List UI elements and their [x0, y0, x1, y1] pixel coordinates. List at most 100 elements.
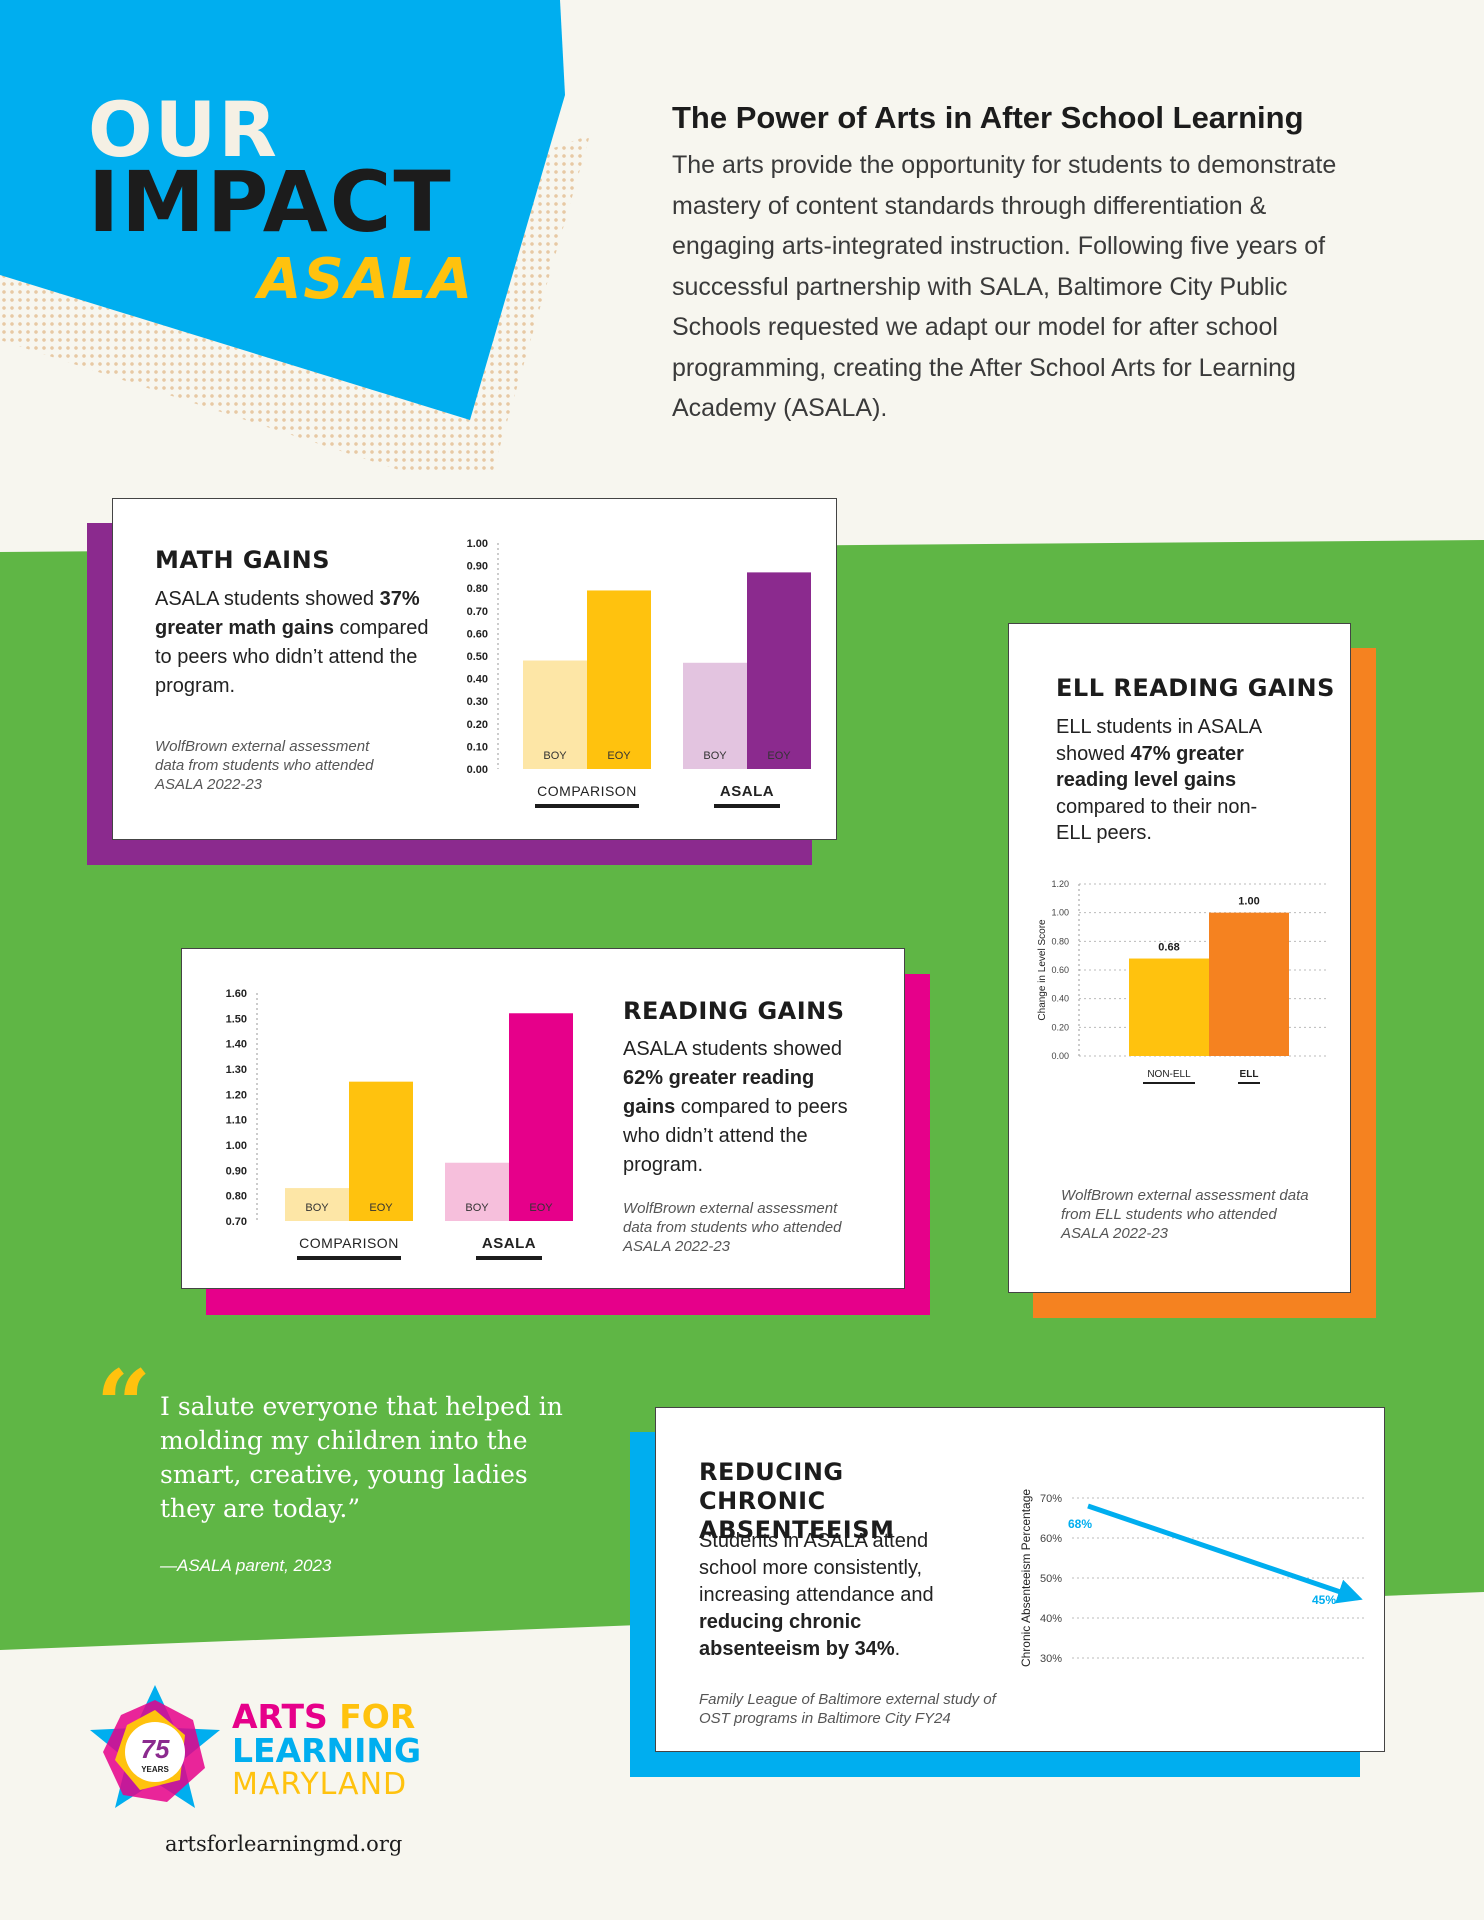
header-impact: IMPACT — [88, 153, 453, 251]
quote-text: I salute everyone that helped in molding… — [160, 1392, 563, 1523]
math-card: MATH GAINS ASALA students showed 37% gre… — [112, 498, 837, 840]
y-tick-label: 60% — [1040, 1533, 1062, 1545]
header-our: OUR — [88, 85, 279, 174]
y-tick-label: 0.60 — [1051, 965, 1069, 975]
group-label-asala: ASALA — [482, 1235, 536, 1252]
bar-asala-boy — [445, 1162, 509, 1221]
y-tick-label: 0.50 — [467, 651, 488, 663]
intro-title: The Power of Arts in After School Learni… — [672, 100, 1304, 135]
bar-label: BOY — [305, 1202, 329, 1214]
bar-label: EOY — [607, 750, 631, 762]
absent-title: REDUCING CHRONIC ABSENTEEISM — [699, 1458, 895, 1544]
bar-label: BOY — [543, 750, 567, 762]
group-underline — [535, 804, 639, 808]
y-tick-label: 0.20 — [467, 719, 488, 731]
category-label-ell: ELL — [1240, 1069, 1259, 1080]
logo-maryland: MARYLAND — [232, 1767, 408, 1802]
group-label-comparison: COMPARISON — [299, 1235, 399, 1251]
y-tick-label: 40% — [1040, 1613, 1062, 1625]
y-tick-label: 0.20 — [1051, 1022, 1069, 1032]
math-source: WolfBrown external assessment data from … — [155, 738, 374, 793]
absent-chart: 30% 40% 50% 60% 70% Chronic Absenteeism Perce… — [1019, 1489, 1366, 1667]
group-underline — [297, 1256, 401, 1260]
bar-comparison-eoy — [349, 1081, 413, 1221]
bar-comparison-boy — [523, 660, 587, 769]
y-tick-label: 0.40 — [1051, 994, 1069, 1004]
point-label-end: 45% — [1312, 1593, 1336, 1607]
quote-mark-icon: “ — [96, 1349, 152, 1462]
y-tick-label: 1.10 — [226, 1115, 247, 1127]
reading-title: READING GAINS — [623, 997, 845, 1025]
ell-card: ELL READING GAINS ELL students in ASALA … — [1008, 623, 1351, 1293]
bar-label: EOY — [529, 1202, 553, 1214]
category-underline — [1143, 1082, 1195, 1084]
bar-asala-eoy — [747, 572, 811, 769]
y-tick-label: 0.80 — [226, 1191, 247, 1203]
y-tick-label: 1.30 — [226, 1064, 247, 1076]
group-underline — [476, 1256, 542, 1260]
bar-label: EOY — [767, 750, 791, 762]
reading-body: ASALA students showed 62% greater readin… — [623, 1038, 848, 1176]
y-axis-title: Change in Level Score — [1037, 919, 1048, 1021]
group-label-comparison: COMPARISON — [537, 783, 637, 799]
group-underline — [714, 804, 780, 808]
y-tick-label: 50% — [1040, 1573, 1062, 1585]
y-tick-label: 0.80 — [1051, 936, 1069, 946]
y-tick-label: 0.80 — [467, 583, 488, 595]
y-tick-label: 0.00 — [1051, 1051, 1069, 1061]
intro-body: The arts provide the opportunity for stu… — [672, 151, 1337, 422]
y-tick-label: 0.10 — [467, 741, 488, 753]
reading-source: WolfBrown external assessment data from … — [623, 1200, 842, 1255]
absent-source: Family League of Baltimore external stud… — [699, 1691, 996, 1727]
y-tick-label: 0.30 — [467, 696, 488, 708]
y-tick-label: 1.60 — [226, 988, 247, 1000]
y-tick-label: 0.90 — [467, 561, 488, 573]
math-body: ASALA students showed 37% greater math g… — [155, 588, 429, 697]
website-link[interactable]: artsforlearningmd.org — [165, 1832, 403, 1856]
group-label-asala: ASALA — [720, 783, 774, 800]
category-label-non-ell: NON-ELL — [1147, 1069, 1191, 1080]
y-tick-label: 1.20 — [1051, 879, 1069, 889]
bar-asala-boy — [683, 662, 747, 769]
y-tick-label: 1.00 — [226, 1140, 247, 1152]
y-tick-label: 0.60 — [467, 628, 488, 640]
absent-card: REDUCING CHRONIC ABSENTEEISM Students in… — [655, 1407, 1385, 1752]
y-tick-label: 1.50 — [226, 1013, 247, 1025]
reading-chart: 0.70 0.80 0.90 1.00 1.10 1.20 1.30 1.40 1.50 1.60… — [226, 988, 573, 1260]
y-tick-label: 1.00 — [1051, 908, 1069, 918]
reading-card: 0.70 0.80 0.90 1.00 1.10 1.20 1.30 1.40 1.50 1.60… — [181, 948, 905, 1289]
bar-label: BOY — [703, 750, 727, 762]
math-chart: 0.00 0.10 0.20 0.30 0.40 0.50 0.60 0.70 0.80 0.90… — [467, 538, 811, 808]
trend-line-arrow — [1087, 1503, 1363, 1604]
value-label: 1.00 — [1238, 896, 1259, 908]
y-axis-title: Chronic Absenteeism Percentage — [1019, 1489, 1033, 1667]
bar-comparison-eoy — [587, 590, 651, 769]
ell-chart: 0.00 0.20 0.40 0.60 0.80 1.00 1.20 Change in Le… — [1037, 879, 1329, 1084]
bar-comparison-boy — [285, 1188, 349, 1221]
bar-label: EOY — [369, 1202, 393, 1214]
y-tick-label: 0.40 — [467, 674, 488, 686]
y-tick-label: 1.40 — [226, 1039, 247, 1051]
bar-asala-eoy — [509, 1013, 573, 1221]
header-asala: ASALA — [258, 247, 475, 312]
y-tick-label: 0.00 — [467, 764, 488, 776]
y-tick-label: 70% — [1040, 1493, 1062, 1505]
math-title: MATH GAINS — [155, 546, 330, 574]
y-tick-label: 0.70 — [467, 606, 488, 618]
absent-body: Students in ASALA attend school more con… — [699, 1530, 934, 1660]
y-tick-label: 1.20 — [226, 1089, 247, 1101]
logo-arts-for: ARTS FOR — [232, 1697, 416, 1736]
logo-number: 75 — [141, 1734, 170, 1764]
bar-ell — [1209, 912, 1289, 1056]
ell-source: WolfBrown external assessment data from … — [1061, 1187, 1309, 1242]
logo-star-icon: 75 YEARS — [90, 1685, 220, 1808]
ell-title: ELL READING GAINS — [1056, 674, 1335, 702]
bar-label: BOY — [465, 1202, 489, 1214]
value-label: 0.68 — [1158, 942, 1179, 954]
category-underline — [1238, 1082, 1260, 1084]
bar-non-ell — [1129, 958, 1209, 1056]
point-label-start: 68% — [1068, 1517, 1092, 1531]
y-tick-label: 0.90 — [226, 1165, 247, 1177]
y-tick-label: 0.70 — [226, 1216, 247, 1228]
logo-learning: LEARNING — [232, 1731, 422, 1770]
